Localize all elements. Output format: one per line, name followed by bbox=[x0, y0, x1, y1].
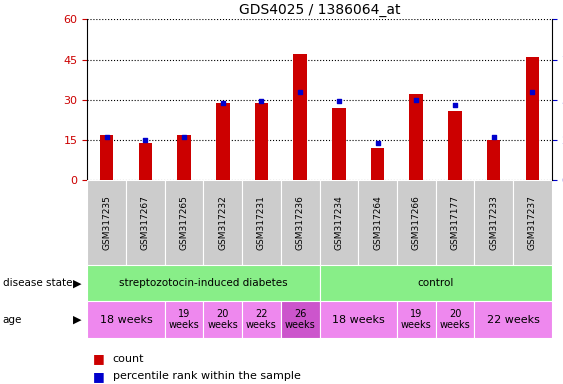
Text: percentile rank within the sample: percentile rank within the sample bbox=[113, 371, 301, 381]
Text: GSM317177: GSM317177 bbox=[450, 195, 459, 250]
Bar bbox=[254, 103, 268, 180]
Text: GSM317236: GSM317236 bbox=[296, 195, 305, 250]
Text: 26
weeks: 26 weeks bbox=[285, 309, 315, 331]
Text: count: count bbox=[113, 354, 144, 364]
Point bbox=[180, 134, 189, 140]
Text: 18 weeks: 18 weeks bbox=[332, 314, 385, 325]
Point bbox=[450, 102, 459, 108]
Bar bbox=[87, 180, 126, 265]
Bar bbox=[487, 140, 501, 180]
Bar bbox=[448, 111, 462, 180]
Bar bbox=[513, 180, 552, 265]
Bar bbox=[319, 180, 358, 265]
Point bbox=[218, 100, 227, 106]
Title: GDS4025 / 1386064_at: GDS4025 / 1386064_at bbox=[239, 3, 400, 17]
Text: GSM317235: GSM317235 bbox=[102, 195, 111, 250]
Bar bbox=[474, 301, 552, 338]
Text: GSM317237: GSM317237 bbox=[528, 195, 537, 250]
Text: GSM317266: GSM317266 bbox=[412, 195, 421, 250]
Bar bbox=[436, 180, 474, 265]
Text: ▶: ▶ bbox=[73, 278, 82, 288]
Text: 22
weeks: 22 weeks bbox=[246, 309, 277, 331]
Bar bbox=[281, 180, 320, 265]
Text: GSM317265: GSM317265 bbox=[180, 195, 189, 250]
Text: ■: ■ bbox=[93, 370, 105, 383]
Text: 18 weeks: 18 weeks bbox=[100, 314, 153, 325]
Bar bbox=[164, 301, 203, 338]
Bar bbox=[436, 301, 474, 338]
Bar bbox=[138, 143, 152, 180]
Text: age: age bbox=[3, 314, 22, 325]
Bar bbox=[397, 180, 436, 265]
Bar bbox=[177, 135, 191, 180]
Text: 19
weeks: 19 weeks bbox=[169, 309, 199, 331]
Bar bbox=[293, 54, 307, 180]
Bar bbox=[87, 301, 164, 338]
Text: 20
weeks: 20 weeks bbox=[207, 309, 238, 331]
Bar bbox=[164, 180, 203, 265]
Bar bbox=[526, 57, 539, 180]
Text: streptozotocin-induced diabetes: streptozotocin-induced diabetes bbox=[119, 278, 288, 288]
Bar bbox=[474, 180, 513, 265]
Bar bbox=[216, 103, 230, 180]
Bar bbox=[358, 180, 397, 265]
Point bbox=[373, 140, 382, 146]
Point bbox=[412, 97, 421, 103]
Bar bbox=[281, 301, 320, 338]
Text: ■: ■ bbox=[93, 353, 105, 366]
Bar bbox=[371, 148, 385, 180]
Point bbox=[257, 98, 266, 104]
Text: GSM317232: GSM317232 bbox=[218, 195, 227, 250]
Text: 19
weeks: 19 weeks bbox=[401, 309, 432, 331]
Text: 20
weeks: 20 weeks bbox=[440, 309, 470, 331]
Bar bbox=[397, 301, 436, 338]
Point bbox=[102, 134, 111, 140]
Point bbox=[334, 98, 343, 104]
Bar bbox=[126, 180, 165, 265]
Text: control: control bbox=[417, 278, 454, 288]
Bar bbox=[332, 108, 346, 180]
Bar bbox=[203, 180, 242, 265]
Bar bbox=[100, 135, 113, 180]
Point bbox=[141, 137, 150, 143]
Bar bbox=[319, 301, 397, 338]
Point bbox=[296, 89, 305, 95]
Point bbox=[528, 89, 537, 95]
Text: ▶: ▶ bbox=[73, 314, 82, 325]
Bar bbox=[242, 180, 281, 265]
Text: GSM317233: GSM317233 bbox=[489, 195, 498, 250]
Text: GSM317231: GSM317231 bbox=[257, 195, 266, 250]
Bar bbox=[87, 265, 319, 301]
Bar bbox=[242, 301, 281, 338]
Text: GSM317267: GSM317267 bbox=[141, 195, 150, 250]
Text: GSM317264: GSM317264 bbox=[373, 195, 382, 250]
Point bbox=[489, 134, 498, 140]
Bar bbox=[409, 94, 423, 180]
Text: GSM317234: GSM317234 bbox=[334, 195, 343, 250]
Text: disease state: disease state bbox=[3, 278, 72, 288]
Text: 22 weeks: 22 weeks bbox=[486, 314, 539, 325]
Bar bbox=[319, 265, 552, 301]
Bar bbox=[203, 301, 242, 338]
